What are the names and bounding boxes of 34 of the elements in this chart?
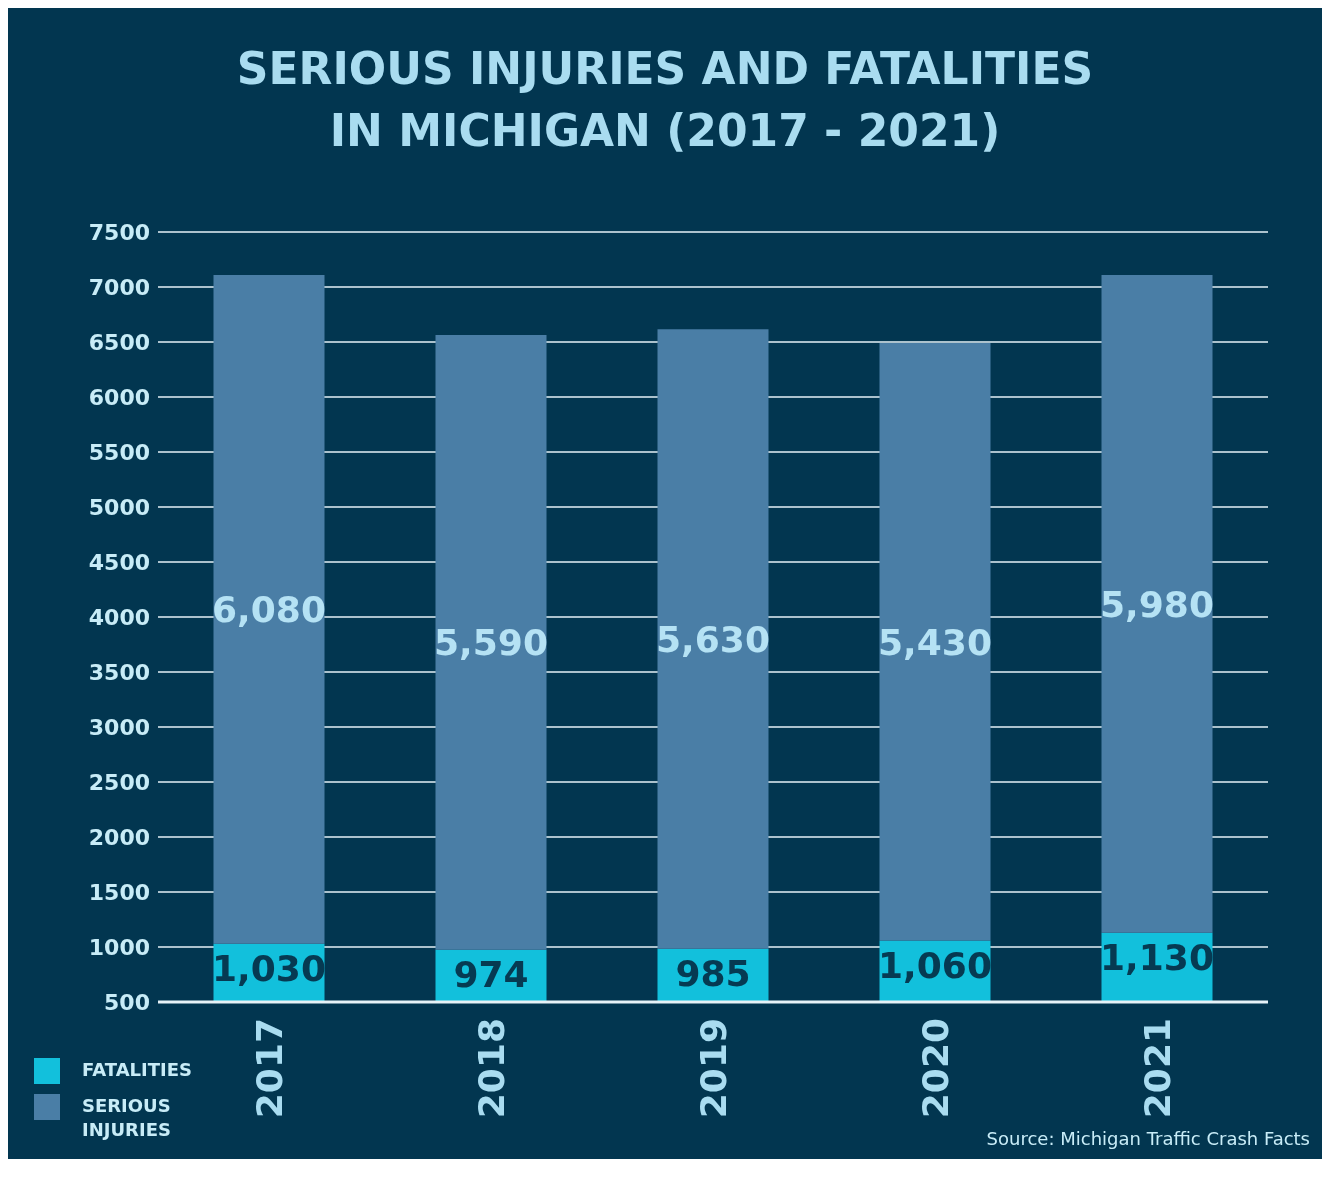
y-tick-label: 7000 xyxy=(88,274,150,300)
source-note: Source: Michigan Traffic Crash Facts xyxy=(986,1128,1310,1149)
data-label: 974 xyxy=(453,954,529,996)
y-tick-label: 7500 xyxy=(88,219,150,245)
data-label: 6,080 xyxy=(212,589,326,631)
data-label: 1,130 xyxy=(1100,937,1214,979)
data-label: 985 xyxy=(675,953,751,995)
data-label: 1,030 xyxy=(212,948,326,990)
data-label: 5,590 xyxy=(434,622,548,664)
y-tick-label: 4000 xyxy=(88,604,150,630)
y-tick-label: 1000 xyxy=(88,934,150,960)
y-tick-label: 6500 xyxy=(88,329,150,355)
y-tick-label: 2500 xyxy=(88,769,150,795)
x-tick-label: 2020 xyxy=(914,1018,956,1119)
y-tick-label: 500 xyxy=(104,989,150,1015)
y-tick-label: 3500 xyxy=(88,659,150,685)
y-tick-label: 5500 xyxy=(88,439,150,465)
data-label: 5,430 xyxy=(878,621,992,663)
y-tick-label: 4500 xyxy=(88,549,150,575)
legend-label: SERIOUS INJURIES xyxy=(82,1094,172,1142)
y-tick-label: 2000 xyxy=(88,824,150,850)
data-label: 5,980 xyxy=(1100,583,1214,625)
data-label: 5,630 xyxy=(656,618,770,660)
y-tick-label: 3000 xyxy=(88,714,150,740)
chart-title: SERIOUS INJURIES AND FATALITIES IN MICHIGAN (2017 - 2021) xyxy=(235,42,1095,158)
x-tick-label: 2021 xyxy=(1136,1018,1178,1119)
x-tick-label: 2017 xyxy=(248,1018,290,1119)
data-label: 1,060 xyxy=(878,944,992,986)
y-tick-label: 1500 xyxy=(88,879,150,905)
x-tick-label: 2019 xyxy=(692,1018,734,1119)
y-tick-label: 6000 xyxy=(88,384,150,410)
legend-label: FATALITIES xyxy=(82,1058,193,1082)
x-tick-label: 2018 xyxy=(470,1018,512,1119)
y-tick-label: 5000 xyxy=(88,494,150,520)
